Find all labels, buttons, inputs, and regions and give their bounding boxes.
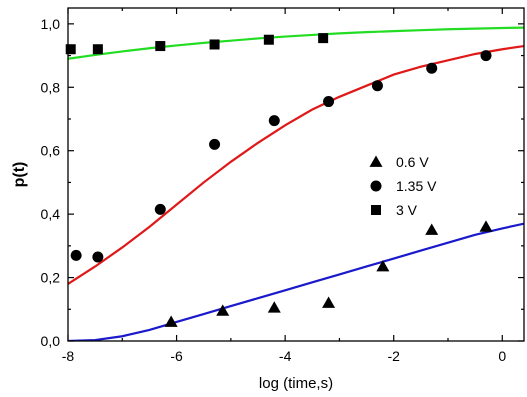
data-point-circle xyxy=(209,139,220,150)
x-tick-label: -8 xyxy=(62,348,75,364)
x-tick-label: 0 xyxy=(498,348,506,364)
y-axis-title: p(t) xyxy=(11,162,28,188)
fit-curve-3-v xyxy=(68,28,524,59)
legend-label: 1.35 V xyxy=(396,178,437,194)
y-tick-label: 0,6 xyxy=(41,143,61,159)
legend-label: 3 V xyxy=(396,202,418,218)
data-point-square xyxy=(210,39,220,49)
x-axis-title: log (time,s) xyxy=(259,375,333,392)
fit-lines xyxy=(68,28,524,341)
data-point-triangle xyxy=(322,296,335,307)
axis-ticks: -8 -6 -4 -2 0 0,0 0,2 0,4 0,6 0,8 1,0 xyxy=(41,8,524,364)
data-point-circle xyxy=(155,204,166,215)
data-point-square xyxy=(264,35,274,45)
data-point-triangle xyxy=(425,224,438,235)
fit-curve-0-6-v xyxy=(68,224,524,341)
data-point-square xyxy=(318,33,328,43)
x-tick-label: -2 xyxy=(387,348,400,364)
y-tick-label: 0,8 xyxy=(41,79,61,95)
data-point-square xyxy=(66,44,76,54)
data-point-square xyxy=(155,41,165,51)
legend-marker-triangle xyxy=(370,156,383,167)
data-point-circle xyxy=(426,63,437,74)
legend-label: 0.6 V xyxy=(396,154,429,170)
fit-curve-1-35-v xyxy=(68,46,524,284)
data-point-circle xyxy=(481,50,492,61)
data-point-triangle xyxy=(268,301,281,312)
data-point-triangle xyxy=(376,260,389,271)
data-point-circle xyxy=(323,96,334,107)
data-point-circle xyxy=(372,80,383,91)
data-point-square xyxy=(93,44,103,54)
y-tick-label: 0,2 xyxy=(41,270,61,286)
y-tick-label: 0,0 xyxy=(41,333,61,349)
x-tick-label: -4 xyxy=(279,348,292,364)
y-tick-label: 1,0 xyxy=(41,16,61,32)
data-point-circle xyxy=(269,115,280,126)
data-point-circle xyxy=(71,250,82,261)
x-tick-label: -6 xyxy=(170,348,183,364)
legend-marker-square xyxy=(371,205,381,215)
legend-marker-circle xyxy=(371,181,382,192)
y-tick-label: 0,4 xyxy=(41,206,61,222)
legend: 0.6 V 1.35 V 3 V xyxy=(370,154,438,218)
data-point-triangle xyxy=(480,220,493,231)
data-point-circle xyxy=(92,251,103,262)
